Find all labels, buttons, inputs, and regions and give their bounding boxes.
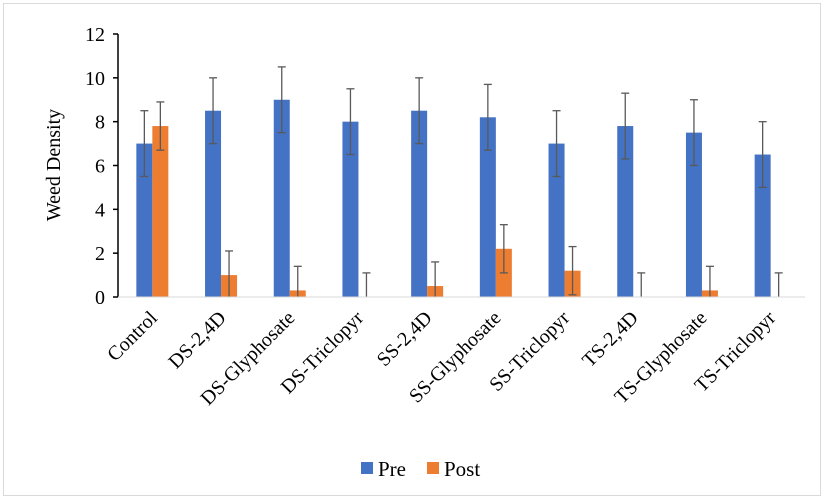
y-axis: 0 2 4 6 8 10 12: [85, 24, 119, 309]
bar-pre: [411, 110, 428, 297]
legend-label-pre: Pre: [378, 457, 406, 481]
bar-pre: [754, 154, 771, 297]
y-tick-label: 8: [95, 112, 105, 134]
bar-pre: [685, 132, 702, 297]
legend-swatch-pre: [361, 462, 373, 474]
legend-swatch-post: [427, 462, 439, 474]
y-tick-label: 10: [85, 68, 105, 90]
y-axis-title: Weed Density: [43, 109, 65, 221]
bar-pre: [548, 143, 565, 297]
bar-pre: [205, 110, 222, 297]
bar-pre: [136, 143, 153, 297]
bar-post: [152, 126, 169, 297]
bar-pre: [273, 99, 290, 297]
x-tick-label: DS-2,4D: [164, 307, 230, 373]
y-tick-label: 6: [95, 156, 105, 178]
x-tick-label: TS-2,4D: [578, 307, 643, 372]
y-tick-label: 12: [85, 24, 105, 46]
y-tick-label: 0: [95, 287, 105, 309]
bar-pre: [342, 121, 359, 298]
legend-label-post: Post: [444, 457, 480, 481]
y-tick-label: 4: [95, 199, 105, 221]
y-tick-label: 2: [95, 243, 105, 265]
bar-pre: [617, 126, 634, 297]
legend: Pre Post: [361, 457, 480, 481]
x-tick-label: SS-2,4D: [373, 307, 437, 371]
error-bar-group: [140, 66, 783, 297]
bar-series-group: [136, 99, 771, 298]
bar-pre: [479, 117, 496, 298]
x-tick-label: Control: [103, 307, 162, 366]
